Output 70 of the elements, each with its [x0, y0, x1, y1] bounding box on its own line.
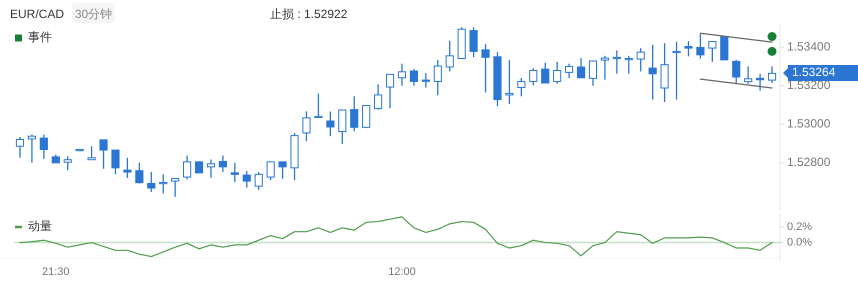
candlestick — [576, 57, 586, 78]
candlestick — [374, 84, 382, 110]
candlestick — [194, 161, 204, 174]
candlestick — [470, 26, 478, 58]
candlestick — [99, 139, 108, 170]
candlestick — [40, 134, 48, 160]
chart-title: EUR/CAD — [10, 7, 64, 21]
candlestick — [28, 134, 36, 164]
candlestick — [744, 66, 752, 84]
candlestick — [672, 41, 681, 100]
candlestick — [326, 110, 334, 137]
legend-label: 事件 — [28, 30, 52, 44]
y-tick-label: 0.0% — [787, 236, 812, 248]
x-tick-label: 12:00 — [388, 266, 416, 278]
candlestick — [171, 178, 180, 198]
chart-subtitle: 30分钟 — [74, 7, 112, 21]
candlestick — [123, 157, 132, 179]
candlestick — [565, 63, 574, 79]
candlestick — [398, 63, 406, 86]
candlestick — [242, 170, 251, 188]
candlestick — [720, 36, 728, 60]
candlestick — [446, 40, 454, 72]
candlestick — [314, 92, 322, 118]
legend-label: 动量 — [28, 219, 52, 234]
y-tick-label: 1.52800 — [787, 154, 831, 169]
candlestick — [684, 40, 693, 58]
candlestick — [505, 59, 514, 105]
line-series — [19, 216, 773, 258]
candlestick — [159, 174, 168, 194]
candlestick — [218, 154, 227, 173]
y-tick-label: 1.53000 — [787, 116, 831, 130]
candlestick — [600, 55, 609, 80]
y-tick-label: 0.2% — [787, 220, 812, 233]
candlestick — [206, 158, 216, 178]
candlestick — [768, 66, 776, 84]
x-tick-label: 21:30 — [42, 266, 70, 278]
candlestick — [183, 154, 192, 180]
candlestick — [266, 161, 275, 181]
candlestick — [362, 104, 370, 129]
candlestick — [254, 171, 263, 191]
candlestick — [517, 77, 526, 97]
candlestick — [410, 68, 418, 86]
candlestick — [422, 72, 430, 88]
text: 止损 : 1.52922 — [270, 7, 348, 21]
candlestick — [588, 60, 598, 86]
candlestick — [350, 96, 358, 132]
candlestick — [302, 110, 311, 142]
candlestick — [696, 33, 704, 60]
candlestick — [481, 43, 490, 94]
candlestick — [553, 61, 562, 84]
candlestick — [541, 62, 550, 84]
candlestick — [732, 59, 740, 84]
candlestick — [708, 40, 716, 62]
candlestick — [624, 55, 633, 74]
candlestick — [612, 50, 621, 74]
candlestick — [529, 67, 538, 86]
candlestick — [147, 171, 156, 193]
candlestick — [636, 47, 645, 72]
candlestick — [135, 162, 144, 184]
candlestick — [278, 161, 287, 180]
candlestick — [386, 74, 394, 109]
candlestick — [434, 59, 442, 96]
candlestick — [660, 42, 669, 103]
candlestick — [648, 44, 657, 100]
candlestick — [16, 136, 24, 158]
y-tick-label: 1.53400 — [787, 39, 831, 54]
candlestick — [230, 162, 239, 183]
candlestick — [64, 156, 72, 171]
candlestick — [111, 149, 120, 176]
candlestick — [338, 109, 346, 145]
